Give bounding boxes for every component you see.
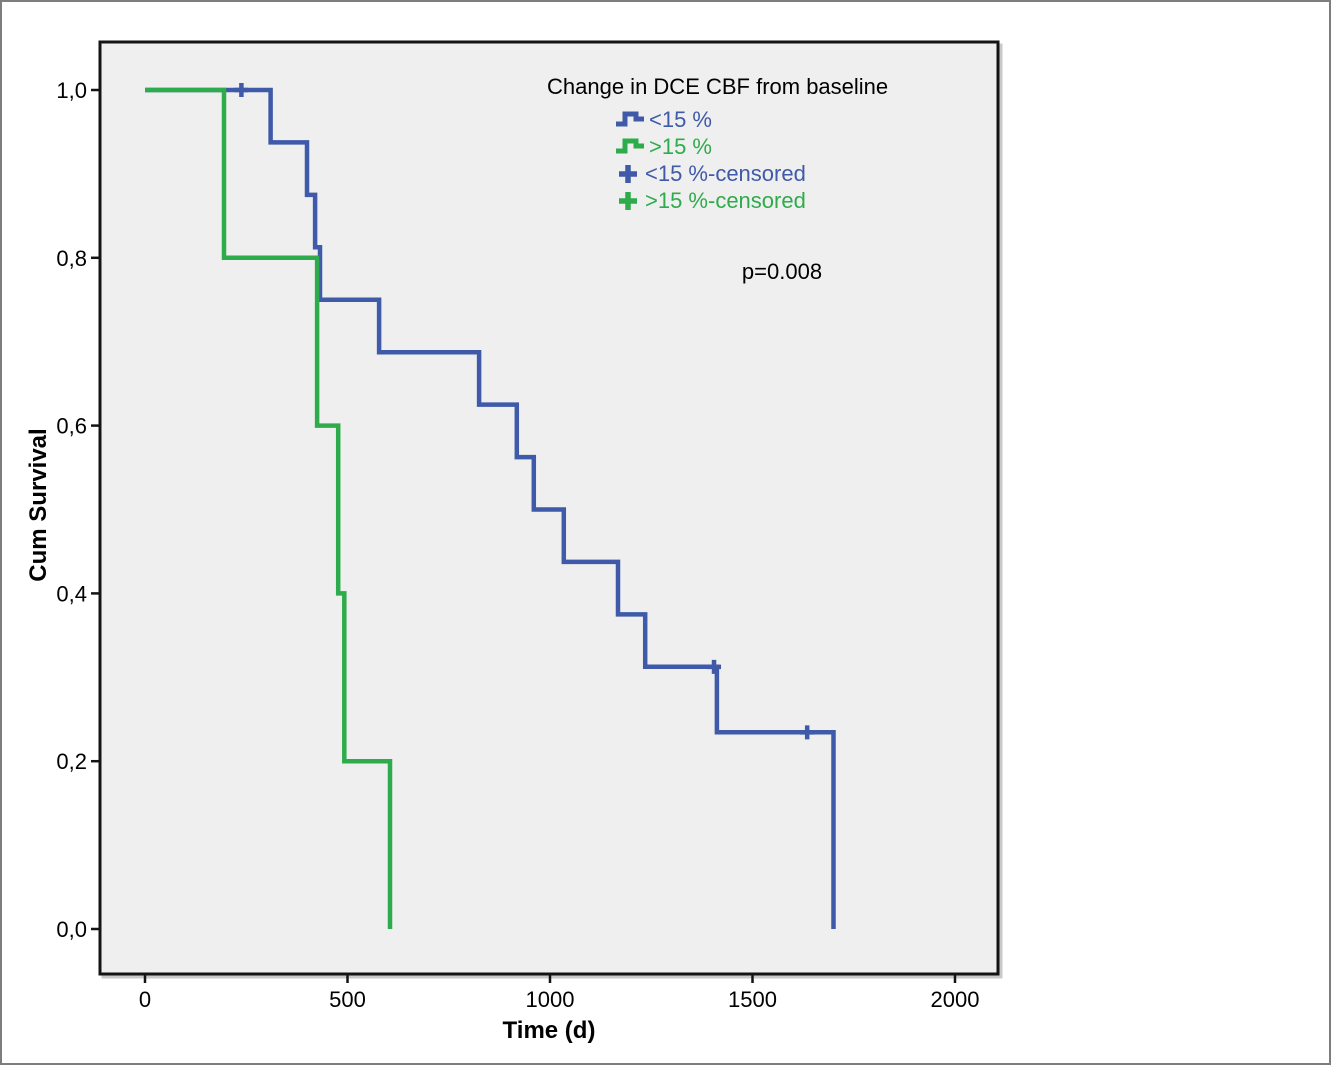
y-tick-label: 1,0 [56, 78, 87, 103]
step-curve-icon [616, 111, 644, 126]
legend-item-lt15-censored: <15 %-censored [615, 160, 887, 187]
plot-area [98, 40, 1000, 976]
p-value-annotation: p=0.008 [741, 259, 823, 284]
y-tick-label: 0,6 [56, 414, 87, 439]
x-tick-label: 0 [139, 987, 151, 1012]
x-tick-label: 1000 [526, 987, 575, 1012]
censored-plus-icon [619, 191, 637, 210]
x-tick-label: 500 [329, 987, 366, 1012]
legend-item-label: >15 %-censored [645, 187, 806, 213]
legend-item-label: <15 % [649, 106, 712, 132]
y-tick-label: 0,0 [56, 917, 87, 942]
legend-item-label: >15 % [649, 133, 712, 159]
km-curve-gt15 [145, 87, 393, 929]
step-curve-icon [616, 138, 644, 153]
legend: Change in DCE CBF from baseline <15 % >1… [547, 74, 889, 214]
x-tick-label: 1500 [728, 987, 777, 1012]
censor-mark [707, 659, 722, 674]
y-tick-label: 0,2 [56, 749, 87, 774]
km-curve-lt15 [145, 87, 836, 929]
legend-item-gt15: >15 % [615, 133, 887, 160]
y-tick-label: 0,8 [56, 246, 87, 271]
y-tick-label: 0,4 [56, 581, 87, 606]
censor-mark [800, 725, 815, 740]
legend-item-gt15-censored: >15 %-censored [615, 187, 887, 214]
censored-plus-icon [619, 164, 637, 183]
legend-item-label: <15 %-censored [645, 160, 806, 186]
x-tick-label: 2000 [931, 987, 980, 1012]
legend-item-lt15: <15 % [615, 106, 887, 133]
y-axis-label: Cum Survival [25, 428, 52, 582]
censor-mark [234, 83, 249, 97]
x-axis-label: Time (d) [502, 1017, 596, 1044]
legend-title: Change in DCE CBF from baseline [547, 74, 889, 99]
